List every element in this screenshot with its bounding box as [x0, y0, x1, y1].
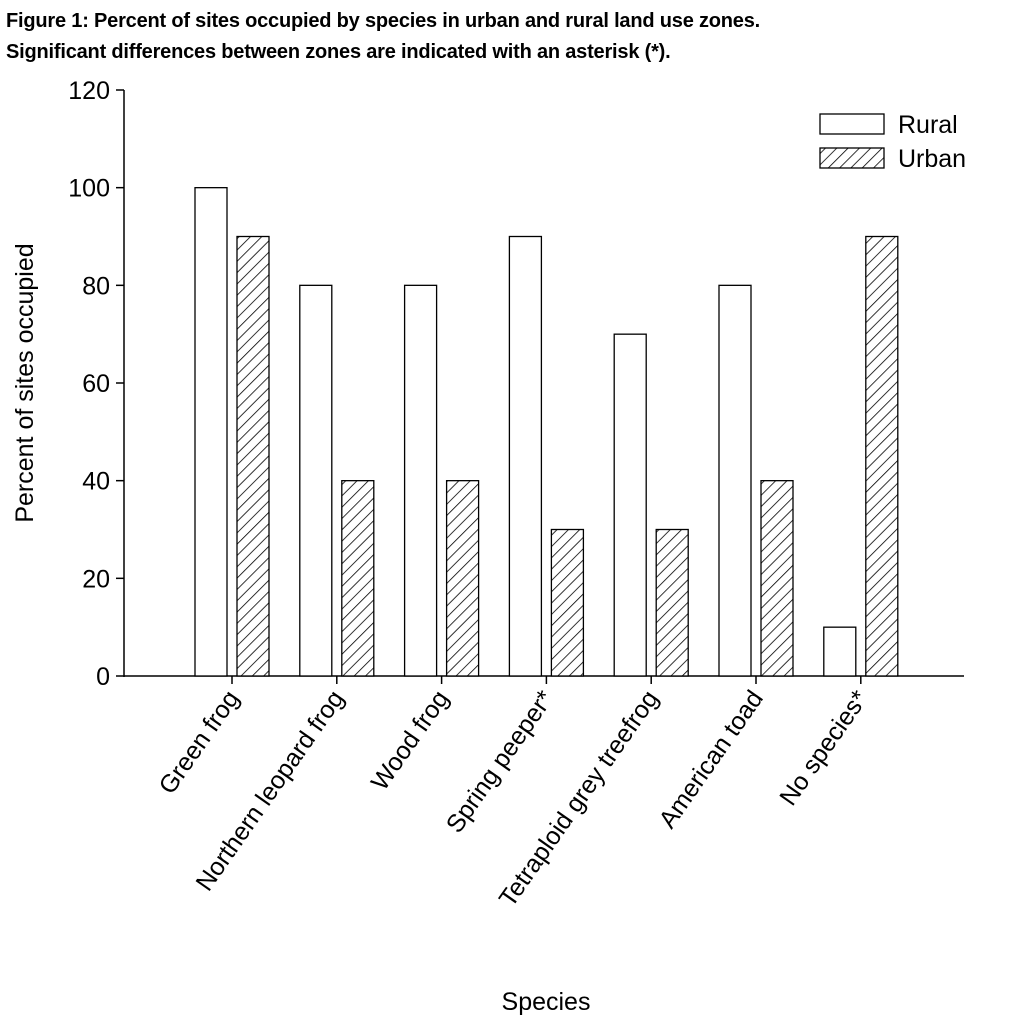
rural-bar: Northern leopard frog (Rural): 80 [299, 284, 333, 677]
urban-bar: Green frog (Urban): 90 [236, 235, 270, 677]
urban-bar: No species* (Urban): 90 [865, 235, 899, 677]
legend: Rural Urban [819, 111, 966, 173]
y-tick-label: 20 [82, 565, 110, 593]
x-tick-label: Wood frog [366, 685, 455, 795]
figure-caption: Figure 1: Percent of sites occupied by s… [6, 6, 760, 68]
y-tick-label: 120 [68, 77, 110, 105]
caption-line-1: Figure 1: Percent of sites occupied by s… [6, 10, 761, 32]
y-tick-label: 40 [82, 468, 110, 496]
y-tick-label: 80 [82, 272, 110, 300]
y-tick-label: 0 [96, 663, 110, 691]
x-tick-label: No species* [774, 685, 874, 811]
rural-bar: American toad (Rural): 80 [718, 284, 752, 677]
y-tick-label: 100 [68, 175, 110, 203]
legend-label-urban: Urban [898, 145, 966, 173]
rural-bar: Tetraploid grey treefrog (Rural): 70 [613, 333, 647, 677]
rural-bar: No species* (Rural): 10 [823, 626, 857, 677]
urban-bar: Tetraploid grey treefrog (Urban): 30 [655, 528, 689, 677]
x-axis-label: Species [502, 988, 591, 1016]
legend-swatch-rural [819, 113, 885, 135]
rural-bar: Wood frog (Rural): 80 [403, 284, 438, 677]
x-tick-label: Spring peeper* [441, 685, 560, 838]
legend-label-rural: Rural [898, 111, 958, 139]
y-axis-ticks: 0 20 40 60 80 100 120 [68, 77, 124, 691]
y-axis-label: Percent of sites occupied [11, 243, 39, 522]
urban-bar: American toad (Urban): 40 [760, 480, 794, 677]
urban-bar: Northern leopard frog (Urban): 40 [341, 480, 375, 677]
urban-bar: Wood frog (Urban): 40 [445, 480, 480, 677]
legend-swatch-urban [819, 147, 885, 169]
urban-bar: Spring peeper* (Urban): 30 [550, 528, 585, 677]
caption-line-2: Significant differences between zones ar… [6, 41, 671, 63]
y-tick-label: 60 [82, 370, 110, 398]
x-tick-label: American toad [654, 685, 769, 833]
rural-bar: Green frog (Rural): 100 [194, 187, 228, 677]
rural-bar: Spring peeper* (Rural): 90 [508, 235, 543, 677]
x-tick-label: Green frog [153, 685, 244, 799]
bars: Green frog (Rural): 100Green frog (Urban… [194, 187, 899, 677]
